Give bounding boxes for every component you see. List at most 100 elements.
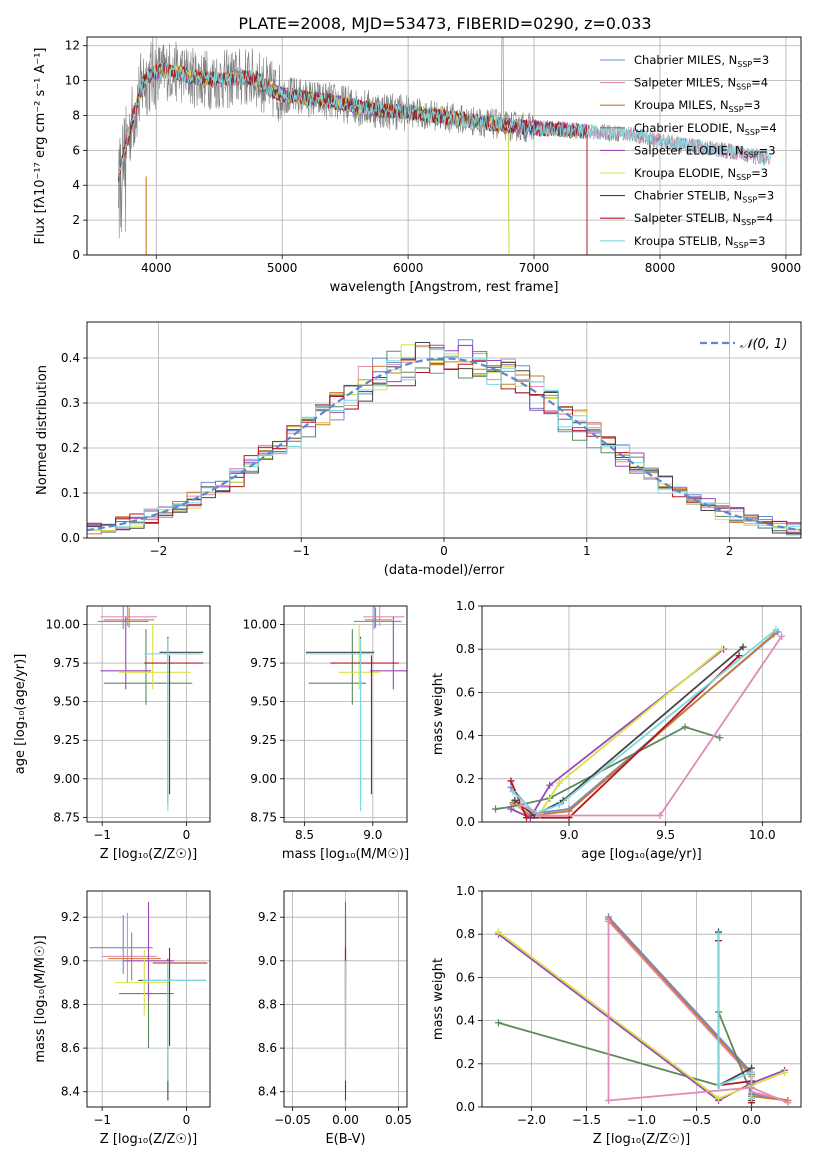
y-tick-label: 9.00: [53, 772, 80, 786]
y-tick-label: 9.75: [53, 656, 80, 670]
x-tick-label: 1: [583, 544, 591, 558]
y-tick-label: 8.4: [61, 1085, 80, 1099]
residual-histogram-step: [87, 339, 801, 532]
legend-entry: 𝒩(0, 1): [740, 337, 787, 352]
y-tick-label: 0.2: [456, 1057, 475, 1071]
y-tick-label: 9.75: [250, 656, 277, 670]
axes-frame: [86, 321, 802, 539]
plot-area: [87, 339, 801, 536]
x-axis-label: wavelength [Angstrom, rest frame]: [330, 280, 559, 295]
y-tick-label: 1.0: [456, 884, 475, 898]
x-axis-label: (data-model)/error: [384, 563, 505, 578]
x-axis-label: Z [log₁₀(Z/Z☉)]: [593, 1132, 690, 1147]
x-tick-label: 0: [183, 828, 191, 842]
x-tick-label: 8.5: [295, 828, 314, 842]
x-tick-label: 7000: [519, 261, 550, 275]
plot-area: [305, 606, 407, 812]
legend-entry: Kroupa ELODIE, NSSP=3: [634, 166, 768, 182]
y-tick-label: 0.2: [61, 441, 80, 455]
y-tick-label: 8.6: [61, 1041, 80, 1055]
plot-area: [495, 913, 792, 1107]
data-point-marker: [507, 805, 515, 813]
x-tick-label: 4000: [141, 261, 172, 275]
data-point-marker: [517, 801, 525, 809]
data-point-marker: [748, 1094, 755, 1102]
data-point-marker: [511, 796, 519, 804]
legend-entry: Salpeter MILES, NSSP=4: [634, 76, 768, 92]
x-axis-label: Z [log₁₀(Z/Z☉)]: [100, 847, 197, 862]
y-tick-label: 9.0: [61, 954, 80, 968]
data-point-marker: [748, 1084, 755, 1092]
y-tick-label: 9.00: [250, 772, 277, 786]
data-point-marker: [715, 1081, 722, 1089]
x-tick-label: −0.05: [274, 1113, 311, 1127]
y-tick-label: 0.0: [456, 815, 475, 829]
data-point-marker: [495, 928, 502, 936]
weight-series-line: [607, 916, 788, 1102]
x-tick-label: 9000: [771, 261, 802, 275]
axes-frame: [283, 890, 408, 1108]
x-tick-label: 9.0: [363, 828, 382, 842]
weight-series-line: [607, 921, 789, 1104]
y-tick-label: 0.4: [61, 351, 80, 365]
weight-series-line: [512, 629, 777, 815]
y-tick-label: 6: [72, 143, 80, 157]
plot-area: [97, 606, 204, 812]
legend-entry: Chabrier STELIB, NSSP=3: [634, 189, 774, 205]
data-point-marker: [656, 812, 664, 820]
data-point-marker: [509, 788, 517, 796]
mass-vs-extinction-panel: −0.05 0.00 0.05 8.4 8.6 8.8 9.0 9.2 E(B-V): [258, 890, 412, 1147]
y-tick-label: 8.75: [250, 810, 277, 824]
y-tick-label: 0: [72, 248, 80, 262]
data-point-marker: [555, 801, 563, 809]
data-point-marker: [522, 814, 530, 822]
weight-series-line: [510, 631, 779, 815]
data-point-marker: [715, 1094, 722, 1102]
x-tick-label: 0.05: [385, 1113, 412, 1127]
x-tick-label: 5000: [267, 261, 298, 275]
weight-vs-metallicity-panel: −2.0 −1.5 −1.0 −0.5 0.0 0.0 0.2 0.4 0.6 0.8 1.0 Z […: [431, 884, 802, 1147]
x-tick-label: −2: [150, 544, 168, 558]
residuals-panel: −2 −1 0 1 2 0.0 0.1 0.2 0.3 0.4 (data-model)/error…: [35, 321, 802, 578]
y-axis-label: mass weight: [431, 958, 446, 1040]
plot-area: [89, 901, 208, 1101]
y-tick-label: 12: [65, 39, 80, 53]
model-spectrum-line: [118, 62, 588, 255]
weight-series-line: [717, 934, 753, 1099]
y-axis-label: Flux [fλ10⁻¹⁷ erg cm⁻² s⁻¹ A⁻¹]: [33, 48, 48, 245]
model-spectrum-line: [118, 62, 588, 255]
x-tick-label: −2.0: [517, 1113, 546, 1127]
data-point-marker: [716, 734, 724, 742]
x-tick-label: −0.5: [682, 1113, 711, 1127]
data-point-marker: [748, 1068, 755, 1076]
y-tick-label: 9.2: [61, 910, 80, 924]
data-point-marker: [772, 626, 780, 634]
model-spectrum-line: [118, 66, 588, 255]
y-tick-label: 0.3: [61, 396, 80, 410]
data-point-marker: [718, 645, 726, 653]
y-tick-label: 10: [65, 74, 80, 88]
age-vs-metallicity-panel: −1 0 8.75 9.00 9.25 9.50 9.75 10.00 Z [log₁₀(Z/Z…: [13, 605, 211, 862]
data-point-marker: [536, 812, 544, 820]
x-tick-label: 0: [440, 544, 448, 558]
axes-frame: [481, 890, 802, 1108]
y-tick-label: 8.8: [61, 997, 80, 1011]
model-spectrum-line: [118, 62, 588, 255]
y-tick-label: 8: [72, 108, 80, 122]
residual-histogram-step: [87, 359, 801, 533]
x-tick-label: −1.0: [627, 1113, 656, 1127]
mass-vs-metallicity-panel: −1 0 8.4 8.6 8.8 9.0 9.2 Z [log₁₀(Z/Z☉)] mass [l…: [33, 890, 211, 1147]
x-tick-label: 0: [183, 1113, 191, 1127]
y-axis-label: Normed distribution: [35, 365, 50, 495]
data-point-marker: [735, 652, 743, 660]
normal-curve-line: [87, 357, 801, 532]
axes-frame: [283, 605, 408, 823]
x-tick-label: 9.5: [656, 828, 675, 842]
data-point-marker: [605, 917, 612, 925]
y-tick-label: 0.0: [456, 1100, 475, 1114]
y-tick-label: 1.0: [456, 599, 475, 613]
y-tick-label: 0.2: [456, 772, 475, 786]
axes-frame: [481, 605, 802, 823]
y-tick-label: 9.2: [258, 910, 277, 924]
